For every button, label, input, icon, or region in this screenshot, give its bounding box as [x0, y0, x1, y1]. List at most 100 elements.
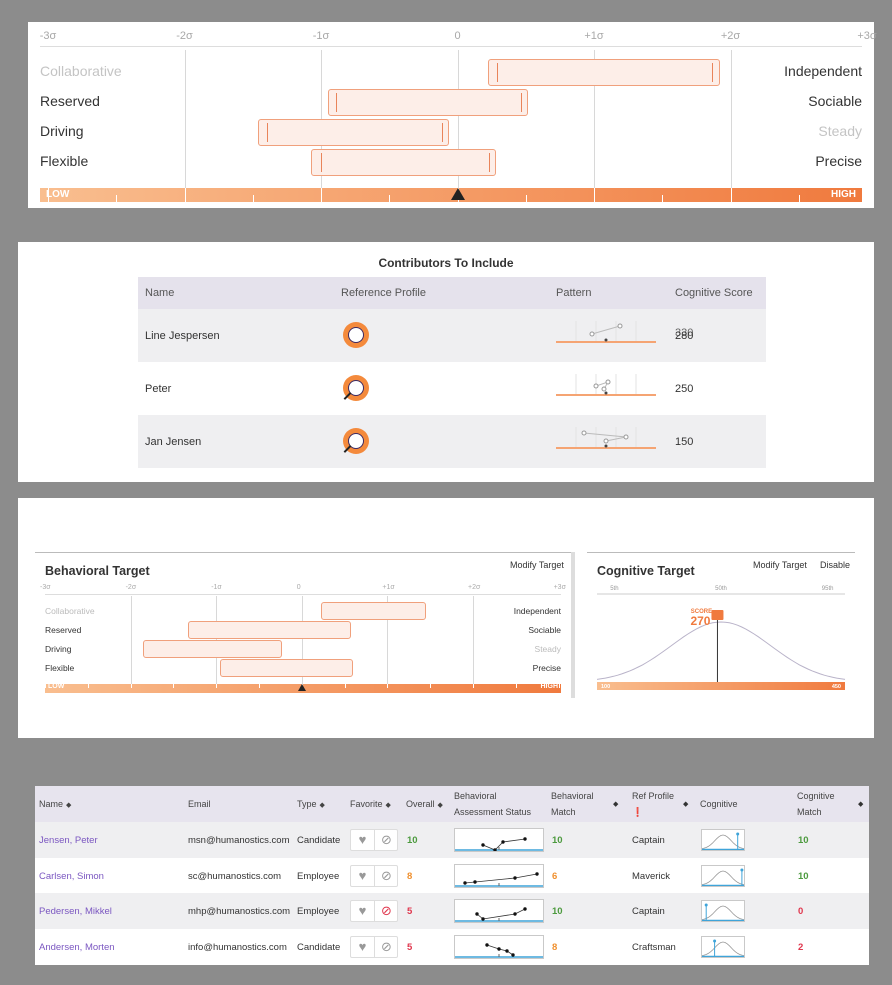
cognitive-match-score: 2	[798, 942, 804, 954]
badge-emblem	[348, 433, 364, 449]
behavioral-match-score: 10	[552, 906, 563, 918]
behavioral-match-score: 10	[552, 835, 563, 846]
header-ref-profile[interactable]: Ref Profile ❗	[632, 788, 674, 820]
table-row[interactable]: Carlsen, Simon sc@humanostics.com Employee…	[35, 857, 869, 894]
trait-left-label: Driving	[40, 123, 84, 139]
trait-right-label: Steady	[534, 644, 561, 654]
block-icon[interactable]: ⊘	[374, 865, 398, 886]
modify-behavioral-target-link[interactable]: Modify Target	[510, 560, 564, 570]
target-range-band[interactable]	[187, 621, 352, 639]
heart-icon[interactable]: ♥	[358, 903, 367, 919]
candidates-table: Name ◆ Email Type ◆ Favorite ◆ Overall ◆ Beh…	[35, 786, 869, 965]
modify-cognitive-target-link[interactable]: Modify Target	[753, 560, 807, 570]
captain-badge-icon	[343, 428, 369, 454]
header-type[interactable]: Type ◆	[297, 799, 325, 809]
heart-icon[interactable]: ♥	[358, 939, 367, 955]
distribution-curve	[597, 621, 846, 680]
cognitive-mini-chart[interactable]	[701, 864, 745, 887]
range-marker	[496, 63, 498, 82]
grid-line	[730, 50, 732, 188]
behavioral-assessment-sparkline[interactable]	[454, 899, 544, 924]
overall-score: 5	[407, 906, 413, 918]
cognitive-mini-chart[interactable]	[701, 829, 745, 851]
range-marker	[267, 123, 269, 142]
sigma-label: -1σ	[312, 30, 330, 42]
scale-tick	[48, 188, 49, 202]
header-name: Name	[145, 287, 175, 299]
behavioral-match-sort-icon[interactable]: ◆	[613, 801, 619, 808]
cognitive-match-sort-icon[interactable]: ◆	[858, 801, 864, 808]
candidate-name-link[interactable]: Carlsen, Simon	[39, 870, 104, 882]
contributor-row[interactable]: Jan Jensen 150	[138, 415, 766, 468]
table-row[interactable]: Jensen, Peter msn@humanostics.com Candidat…	[35, 822, 869, 858]
percentile-label: 5th	[610, 586, 618, 592]
score-value: 270	[690, 614, 710, 628]
header-reference-profile: Reference Profile	[341, 287, 426, 299]
cognitive-score-overlay: 330	[675, 327, 694, 339]
table-row[interactable]: Andersen, Morten info@humanostics.com Cand…	[35, 929, 869, 965]
pattern-sparkline	[556, 321, 656, 343]
favorite-toggle[interactable]: ♥ ⊘	[350, 864, 398, 887]
scale-tick	[259, 684, 260, 688]
favorite-toggle[interactable]: ♥ ⊘	[350, 829, 398, 851]
favorite-toggle[interactable]: ♥ ⊘	[350, 936, 398, 959]
behavioral-match-score: 6	[552, 870, 558, 882]
disable-cognitive-target-link[interactable]: Disable	[820, 560, 851, 570]
table-row[interactable]: Pedersen, Mikkel mhp@humanostics.com Emplo…	[35, 893, 869, 930]
grid-line	[473, 596, 474, 684]
block-icon[interactable]: ⊘	[374, 901, 398, 922]
candidate-email: info@humanostics.com	[188, 942, 287, 954]
header-cognitive-match[interactable]: Cognitive Match	[797, 791, 835, 817]
cognitive-match-score: 10	[798, 835, 809, 846]
info-icon[interactable]: ❗	[632, 807, 644, 817]
cognitive-scale	[597, 682, 845, 690]
trait-range-band	[487, 59, 720, 86]
axis-rule	[40, 46, 862, 47]
sigma-label: +1σ	[584, 30, 604, 42]
contributor-row[interactable]: Line Jespersen 280 330	[138, 309, 766, 362]
behavioral-assessment-sparkline[interactable]	[454, 935, 544, 960]
ref-profile-name: Maverick	[632, 870, 671, 882]
header-overall[interactable]: Overall ◆	[406, 799, 443, 809]
contributor-row[interactable]: Peter 250	[138, 362, 766, 415]
header-behavioral-assessment-status: Behavioral Assessment Status	[454, 791, 532, 817]
heart-icon[interactable]: ♥	[358, 867, 367, 883]
scale-tick	[730, 188, 732, 202]
block-icon[interactable]: ⊘	[374, 937, 398, 958]
candidate-name-link[interactable]: Jensen, Peter	[39, 835, 98, 846]
header-favorite[interactable]: Favorite ◆	[350, 799, 391, 809]
favorite-toggle[interactable]: ♥ ⊘	[350, 900, 398, 923]
target-range-band[interactable]	[142, 640, 283, 658]
target-range-band[interactable]	[320, 602, 426, 620]
percentile-label: 95th	[822, 586, 834, 592]
axis-rule	[45, 594, 561, 595]
current-position-marker	[297, 684, 306, 691]
scale-tick	[252, 195, 254, 202]
header-name[interactable]: Name ◆	[39, 799, 72, 809]
header-behavioral-match[interactable]: Behavioral Match	[551, 791, 594, 817]
candidate-type: Employee	[297, 906, 340, 918]
candidate-name-link[interactable]: Pedersen, Mikkel	[39, 906, 112, 918]
behavioral-assessment-sparkline[interactable]	[454, 828, 544, 852]
pattern-sparkline	[556, 427, 656, 449]
targets-panel: Behavioral Target Modify Target Cognitiv…	[18, 498, 874, 738]
candidate-name-link[interactable]: Andersen, Morten	[39, 942, 115, 954]
ref-profile-sort-icon[interactable]: ◆	[683, 801, 689, 808]
badge-emblem	[348, 380, 364, 396]
trait-range-band	[327, 89, 529, 116]
sigma-label: +1σ	[382, 584, 395, 591]
contributor-name: Jan Jensen	[145, 436, 202, 448]
heart-icon[interactable]: ♥	[358, 832, 367, 847]
magnifier-handle	[343, 445, 352, 453]
sigma-label: 0	[454, 30, 461, 42]
behavioral-assessment-sparkline[interactable]	[454, 863, 544, 888]
trait-right-label: Independent	[784, 63, 862, 79]
cognitive-mini-chart[interactable]	[701, 936, 745, 959]
briefcase-icon	[711, 610, 724, 620]
scale-tick	[216, 684, 218, 688]
cognitive-mini-chart[interactable]	[701, 900, 745, 923]
target-range-band[interactable]	[220, 659, 354, 677]
low-label: LOW	[48, 683, 65, 690]
block-icon[interactable]: ⊘	[374, 830, 398, 850]
overall-score: 10	[407, 835, 418, 846]
